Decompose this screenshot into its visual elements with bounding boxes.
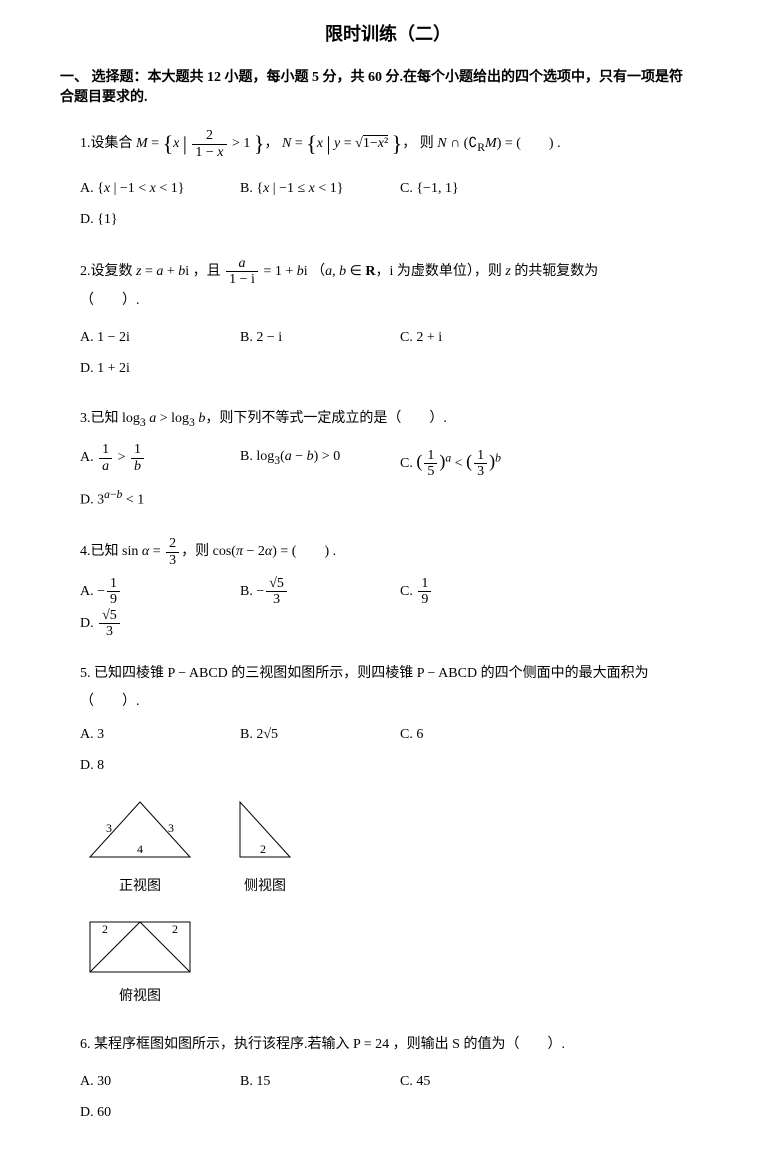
q1-choice-B: B. {x | −1 ≤ x < 1} bbox=[240, 174, 380, 205]
q3-text: 3.已知 log3 a > log3 b，则下列不等式一定成立的是（ ）. bbox=[80, 411, 447, 426]
q1-choice-A: A. {x | −1 < x < 1} bbox=[80, 174, 220, 205]
top-view-svg: 2 2 bbox=[80, 917, 200, 977]
question-6: 6. 某程序框图如图所示，执行该程序.若输入 P = 24 ，则输出 S 的值为… bbox=[80, 1031, 696, 1129]
q2-choice-C: C. 2 + i bbox=[400, 323, 540, 354]
question-2: 2.设复数 z = a + bi ，且 a1 − i = 1 + bi （a, … bbox=[80, 256, 696, 385]
svg-text:2: 2 bbox=[172, 922, 178, 936]
q2-choice-B: B. 2 − i bbox=[240, 323, 380, 354]
q6-choice-D: D. 60 bbox=[80, 1098, 200, 1129]
section-header: 一、 选择题：本大题共 12 小题，每小题 5 分，共 60 分.在每个小题给出… bbox=[60, 66, 696, 106]
svg-text:3: 3 bbox=[168, 821, 174, 835]
front-view-diagram: 3 3 4 正视图 bbox=[80, 797, 200, 901]
q3-choice-C: C. (15)a < (13)b bbox=[400, 442, 540, 482]
q6-choice-C: C. 45 bbox=[400, 1067, 520, 1098]
q2-choice-D: D. 1 + 2i bbox=[80, 354, 220, 385]
q1-choice-D: D. {1} bbox=[80, 205, 220, 236]
q6-choice-A: A. 30 bbox=[80, 1067, 200, 1098]
q4-choice-C: C. 19 bbox=[400, 576, 540, 608]
top-view-label: 俯视图 bbox=[80, 983, 200, 1011]
question-3: 3.已知 log3 a > log3 b，则下列不等式一定成立的是（ ）. A.… bbox=[80, 405, 696, 516]
top-view-diagram: 2 2 俯视图 bbox=[80, 917, 200, 1011]
q1-choice-C: C. {−1, 1} bbox=[400, 174, 540, 205]
q3-choice-D: D. 3a−b < 1 bbox=[80, 482, 220, 516]
page-title: 限时训练（二） bbox=[80, 20, 696, 46]
q5-choice-A: A. 3 bbox=[80, 720, 200, 751]
svg-text:2: 2 bbox=[102, 922, 108, 936]
svg-text:4: 4 bbox=[137, 842, 143, 856]
front-view-label: 正视图 bbox=[80, 873, 200, 901]
q5-choice-D: D. 8 bbox=[80, 751, 200, 782]
q2-text: 2.设复数 z = a + bi ，且 a1 − i = 1 + bi （a, … bbox=[80, 264, 598, 309]
q4-choice-D: D. √53 bbox=[80, 608, 220, 640]
q6-choice-B: B. 15 bbox=[240, 1067, 360, 1098]
q6-text: 6. 某程序框图如图所示，执行该程序.若输入 P = 24 ，则输出 S 的值为… bbox=[80, 1037, 565, 1052]
question-4: 4.已知 sin α = 23，则 cos(π − 2α) = ( ) . A.… bbox=[80, 536, 696, 640]
q4-text: 4.已知 sin α = 23，则 cos(π − 2α) = ( ) . bbox=[80, 544, 336, 559]
q3-choice-B: B. log3(a − b) > 0 bbox=[240, 442, 380, 482]
svg-text:3: 3 bbox=[106, 821, 112, 835]
front-view-svg: 3 3 4 bbox=[80, 797, 200, 867]
question-1: 1.设集合 M = {x | 21 − x > 1 }， N = {x | y … bbox=[80, 122, 696, 236]
q5-choice-C: C. 6 bbox=[400, 720, 520, 751]
q3-choice-A: A. 1a > 1b bbox=[80, 442, 220, 482]
side-view-diagram: 2 侧视图 bbox=[230, 797, 300, 901]
q2-choice-A: A. 1 − 2i bbox=[80, 323, 220, 354]
q4-choice-A: A. −19 bbox=[80, 576, 220, 608]
q4-choice-B: B. −√53 bbox=[240, 576, 380, 608]
q1-text: 1.设集合 M = {x | 21 − x > 1 }， N = {x | y … bbox=[80, 136, 561, 151]
side-view-svg: 2 bbox=[230, 797, 300, 867]
q5-choice-B: B. 2√5 bbox=[240, 720, 360, 751]
svg-text:2: 2 bbox=[260, 842, 266, 856]
q5-text: 5. 已知四棱锥 P − ABCD 的三视图如图所示，则四棱锥 P − ABCD… bbox=[80, 666, 649, 709]
side-view-label: 侧视图 bbox=[230, 873, 300, 901]
question-5: 5. 已知四棱锥 P − ABCD 的三视图如图所示，则四棱锥 P − ABCD… bbox=[80, 660, 696, 1012]
